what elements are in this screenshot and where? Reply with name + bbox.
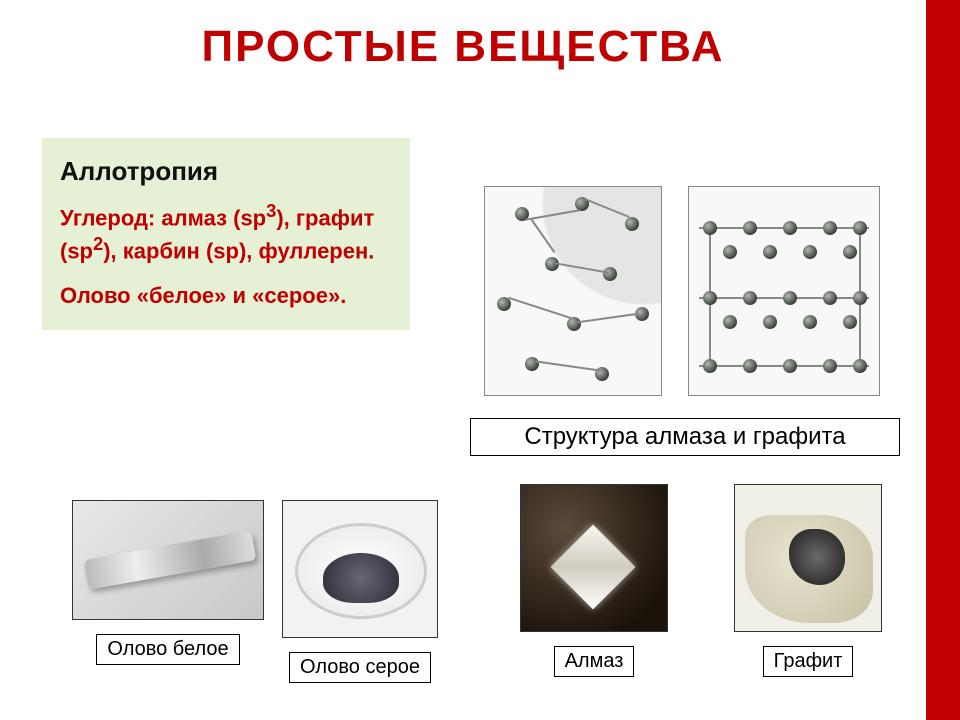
- accent-sidebar: [926, 0, 960, 720]
- info-line-carbon: Углерод: алмаз (sp3), графит (sp2), карб…: [60, 199, 392, 266]
- sample-tin-white: Олово белое: [72, 500, 264, 665]
- info-line-tin: Олово «белое» и «серое».: [60, 282, 392, 310]
- info-heading: Аллотропия: [60, 156, 392, 187]
- tin-white-caption: Олово белое: [96, 634, 239, 665]
- graphite-image: [734, 484, 882, 632]
- graphite-structure-diagram: [688, 186, 880, 396]
- slide-title: ПРОСТЫЕ ВЕЩЕСТВА: [0, 22, 926, 72]
- structure-caption: Структура алмаза и графита: [470, 418, 900, 456]
- diamond-caption: Алмаз: [554, 646, 635, 677]
- allotropy-info-box: Аллотропия Углерод: алмаз (sp3), графит …: [42, 138, 410, 330]
- graphite-caption: Графит: [763, 646, 854, 677]
- diamond-image: [520, 484, 668, 632]
- sample-diamond: Алмаз: [520, 484, 668, 677]
- sample-tin-grey: Олово серое: [282, 500, 438, 683]
- tin-white-image: [72, 500, 264, 620]
- tin-grey-caption: Олово серое: [289, 652, 431, 683]
- diamond-structure-diagram: [484, 186, 662, 396]
- tin-grey-image: [282, 500, 438, 638]
- sample-graphite: Графит: [734, 484, 882, 677]
